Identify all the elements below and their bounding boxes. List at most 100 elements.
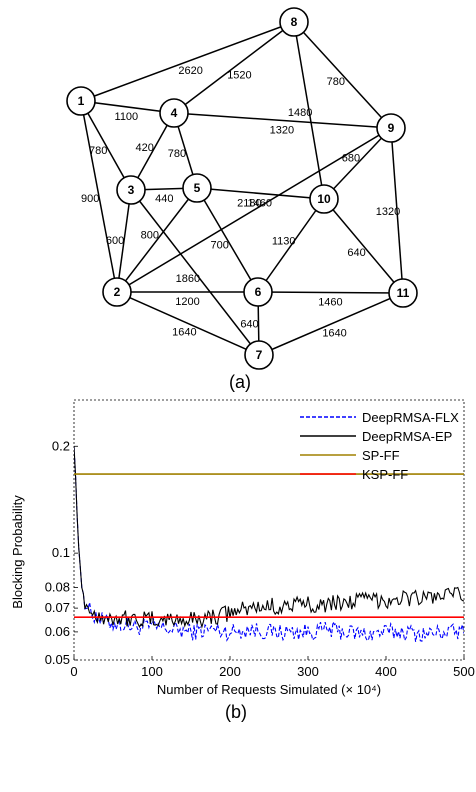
link-1-2 [80, 100, 118, 293]
node-8: 8 [279, 7, 309, 37]
node-circle [159, 98, 189, 128]
link-1-3 [80, 100, 132, 191]
y-tick-label: 0.07 [45, 600, 70, 615]
link-weight-label: 1640 [322, 327, 346, 339]
x-axis-label: Number of Requests Simulated (× 10⁴) [157, 682, 381, 697]
link-6-11 [257, 291, 404, 294]
link-weight-label: 1100 [115, 111, 139, 123]
node-label: 10 [317, 192, 331, 206]
node-4: 4 [159, 98, 189, 128]
link-weight-label: 780 [327, 76, 345, 88]
y-tick-label: 0.05 [45, 652, 70, 667]
x-tick-label: 500 [453, 664, 475, 679]
node-label: 6 [255, 285, 262, 299]
link-4-8 [173, 21, 295, 114]
node-circle [388, 278, 418, 308]
link-weight-label: 1320 [270, 124, 294, 136]
node-label: 9 [388, 121, 395, 135]
link-5-2 [116, 187, 198, 293]
link-weight-label: 1320 [376, 206, 400, 218]
node-label: 2 [114, 285, 121, 299]
link-weight-label: 780 [89, 145, 107, 157]
link-weight-label: 640 [347, 247, 365, 259]
link-weight-label: 1460 [318, 296, 342, 308]
caption-b: (b) [225, 702, 247, 722]
node-label: 4 [171, 106, 178, 120]
x-tick-label: 100 [141, 664, 163, 679]
y-tick-label: 0.06 [45, 624, 70, 639]
node-circle [182, 173, 212, 203]
x-tick-label: 300 [297, 664, 319, 679]
node-10: 10 [309, 184, 339, 214]
node-label: 8 [291, 15, 298, 29]
link-5-6 [196, 187, 259, 293]
node-label: 11 [397, 286, 410, 300]
y-tick-label: 0.1 [52, 545, 70, 560]
node-label: 5 [194, 181, 201, 195]
link-8-10 [293, 21, 325, 200]
node-2: 2 [102, 277, 132, 307]
node-5: 5 [182, 173, 212, 203]
node-label: 1 [78, 94, 85, 108]
node-circle [116, 175, 146, 205]
link-9-2 [116, 127, 392, 293]
link-3-7 [130, 189, 260, 356]
link-weight-label: 1640 [172, 327, 196, 339]
x-tick-label: 400 [375, 664, 397, 679]
link-1-4 [80, 100, 175, 114]
link-4-9 [173, 112, 392, 129]
chart-legend: DeepRMSA-FLX DeepRMSA-EP SP-FF KSP-FF [300, 410, 459, 482]
link-weight-label: 780 [168, 148, 186, 160]
blocking-probability-chart: 0 100 200 300 400 500 0.05 0.06 0.07 0.08 0.1 0.2 D… [10, 399, 475, 722]
node-label: 7 [256, 348, 263, 362]
link-weight-labels: 2620 1100 780 900 1520 1320 420 780 780 1480 2180 6… [81, 65, 400, 339]
link-weight-label: 600 [106, 235, 124, 247]
link-8-9 [293, 21, 392, 129]
link-weight-label: 1520 [227, 70, 251, 82]
chart-series [74, 446, 464, 642]
link-5-10 [196, 187, 325, 200]
x-tick-label: 200 [219, 664, 241, 679]
caption-a: (a) [229, 372, 251, 392]
node-circle [376, 113, 406, 143]
chart-axes: 0 100 200 300 400 500 0.05 0.06 0.07 0.08 0.1 0.2 [45, 438, 475, 679]
link-10-11 [323, 198, 404, 294]
node-circle [66, 86, 96, 116]
link-weight-label: 1480 [288, 107, 312, 119]
link-weight-label: 420 [135, 142, 153, 154]
network-topology: 2620 1100 780 900 1520 1320 420 780 780 1480 2180 6… [66, 7, 418, 392]
link-weight-label: 640 [240, 319, 258, 331]
node-circle [279, 7, 309, 37]
link-weight-label: 800 [141, 230, 159, 242]
link-weight-label: 900 [81, 193, 99, 205]
link-weight-label: 680 [342, 152, 360, 164]
series-line-deeprmsa-ep [74, 446, 464, 629]
node-3: 3 [116, 175, 146, 205]
link-3-2 [116, 189, 132, 293]
link-2-7 [116, 291, 260, 356]
legend-label: KSP-FF [362, 467, 408, 482]
legend-label: DeepRMSA-FLX [362, 410, 459, 425]
link-weight-label: 2180 [237, 197, 261, 209]
node-1: 1 [66, 86, 96, 116]
network-nodes: 1 2 3 4 5 6 7 8 9 10 11 [66, 7, 418, 370]
y-tick-label: 0.08 [45, 580, 70, 595]
node-circle [102, 277, 132, 307]
node-7: 7 [244, 340, 274, 370]
link-weight-label: 1200 [175, 296, 199, 308]
link-9-11 [390, 127, 404, 294]
link-1-8 [80, 21, 295, 102]
node-label: 3 [128, 183, 135, 197]
node-11: 11 [388, 278, 418, 308]
node-circle [309, 184, 339, 214]
series-line-deeprmsa-flx [74, 446, 464, 642]
link-weight-label: 700 [211, 240, 229, 252]
link-weight-label: 1460 [247, 197, 271, 209]
link-10-6 [257, 198, 325, 293]
node-6: 6 [243, 277, 273, 307]
legend-label: SP-FF [362, 448, 400, 463]
link-9-10 [323, 127, 392, 200]
node-circle [244, 340, 274, 370]
y-tick-label: 0.2 [52, 438, 70, 453]
link-7-11 [258, 292, 404, 356]
